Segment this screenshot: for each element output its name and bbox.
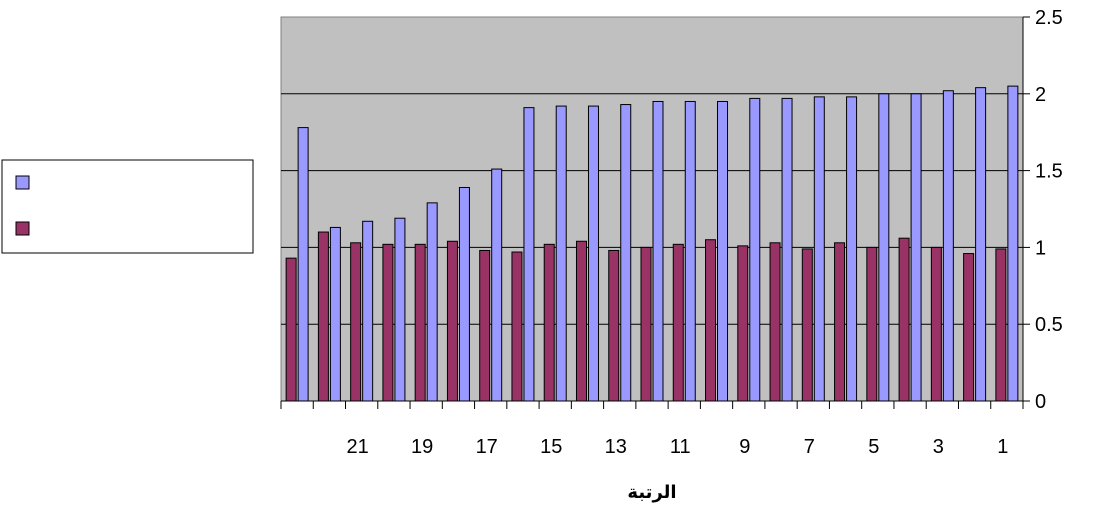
x-tick-label: 15 <box>540 436 562 458</box>
bar-series-1-cat-14 <box>587 105 599 402</box>
bar-series-2-cat-10 <box>705 239 717 402</box>
bars <box>285 85 1019 402</box>
bar-series-1-cat-10 <box>717 100 729 402</box>
x-tick-label: 11 <box>670 436 691 458</box>
bar-series-2-cat-4 <box>898 237 910 402</box>
bar-series-2-cat-19 <box>414 243 426 402</box>
x-tick-label: 17 <box>476 436 498 458</box>
bar-series-2-cat-18 <box>446 240 458 402</box>
bar-series-2-cat-2 <box>963 253 975 402</box>
bar-series-2-cat-8 <box>769 242 781 402</box>
x-tick-label: 5 <box>868 436 879 458</box>
bar-series-2-cat-6 <box>834 242 846 402</box>
bar-series-1-cat-20 <box>394 217 406 402</box>
bar-series-2-cat-3 <box>930 246 942 402</box>
legend-box <box>1 159 254 254</box>
bar-series-1-cat-8 <box>781 97 793 402</box>
legend-swatch-series-1 <box>15 175 30 190</box>
bar-series-1-cat-22 <box>329 226 341 402</box>
y-tick-label: 2 <box>1035 84 1046 106</box>
y-tick-label: 0 <box>1035 391 1046 413</box>
bar-series-1-cat-18 <box>458 186 470 402</box>
bar-series-1-cat-4 <box>910 93 922 402</box>
bar-series-2-cat-14 <box>575 240 587 402</box>
bar-series-2-cat-9 <box>737 245 749 402</box>
bar-series-2-cat-11 <box>672 243 684 402</box>
bar-series-1-cat-5 <box>878 93 890 402</box>
bar-series-1-cat-13 <box>620 104 632 402</box>
x-tick-label: 9 <box>739 436 750 458</box>
x-tick-label: 3 <box>933 436 944 458</box>
bar-series-1-cat-11 <box>684 100 696 402</box>
x-tick-label: 19 <box>411 436 433 458</box>
bar-series-1-cat-7 <box>813 96 825 402</box>
bar-series-2-cat-7 <box>801 248 813 402</box>
y-tick-label: 2.5 <box>1035 7 1063 29</box>
x-tick-label: 13 <box>605 436 627 458</box>
bar-series-2-cat-20 <box>382 243 394 402</box>
x-axis-title: الرتبة <box>627 482 676 503</box>
bar-series-1-cat-2 <box>975 87 987 402</box>
bar-series-1-cat-6 <box>846 96 858 402</box>
bar-series-2-cat-13 <box>608 249 620 402</box>
bar-series-1-cat-16 <box>523 107 535 402</box>
bar-series-2-cat-17 <box>479 249 491 402</box>
bar-series-2-cat-1 <box>995 248 1007 402</box>
bar-series-1-cat-15 <box>555 105 567 402</box>
bar-series-2-cat-21 <box>350 242 362 402</box>
bar-series-1-cat-9 <box>749 97 761 402</box>
bar-series-1-cat-17 <box>491 168 503 402</box>
bar-series-2-cat-15 <box>543 243 555 402</box>
bar-series-1-cat-19 <box>426 202 438 402</box>
x-tick-label: 1 <box>997 436 1008 458</box>
bar-series-2-cat-22 <box>317 231 329 402</box>
x-tick-label: 7 <box>804 436 815 458</box>
bar-series-1-cat-1 <box>1007 85 1019 402</box>
y-tick-label: 0.5 <box>1035 314 1063 336</box>
legend <box>1 159 254 254</box>
bar-series-2-cat-23 <box>285 257 297 402</box>
bar-series-2-cat-12 <box>640 246 652 402</box>
bar-series-2-cat-16 <box>511 251 523 402</box>
x-tick-label: 21 <box>347 436 369 458</box>
bar-series-1-cat-12 <box>652 100 664 402</box>
y-tick-label: 1 <box>1035 237 1046 259</box>
bar-series-1-cat-23 <box>297 127 309 402</box>
bar-series-1-cat-21 <box>362 220 374 402</box>
legend-swatch-series-2 <box>15 221 30 236</box>
y-tick-label: 1.5 <box>1035 161 1063 183</box>
bar-series-2-cat-5 <box>866 246 878 402</box>
y-axis: 0 0.5 1 1.5 2 2.5 <box>1022 7 1063 413</box>
bar-series-1-cat-3 <box>942 90 954 402</box>
